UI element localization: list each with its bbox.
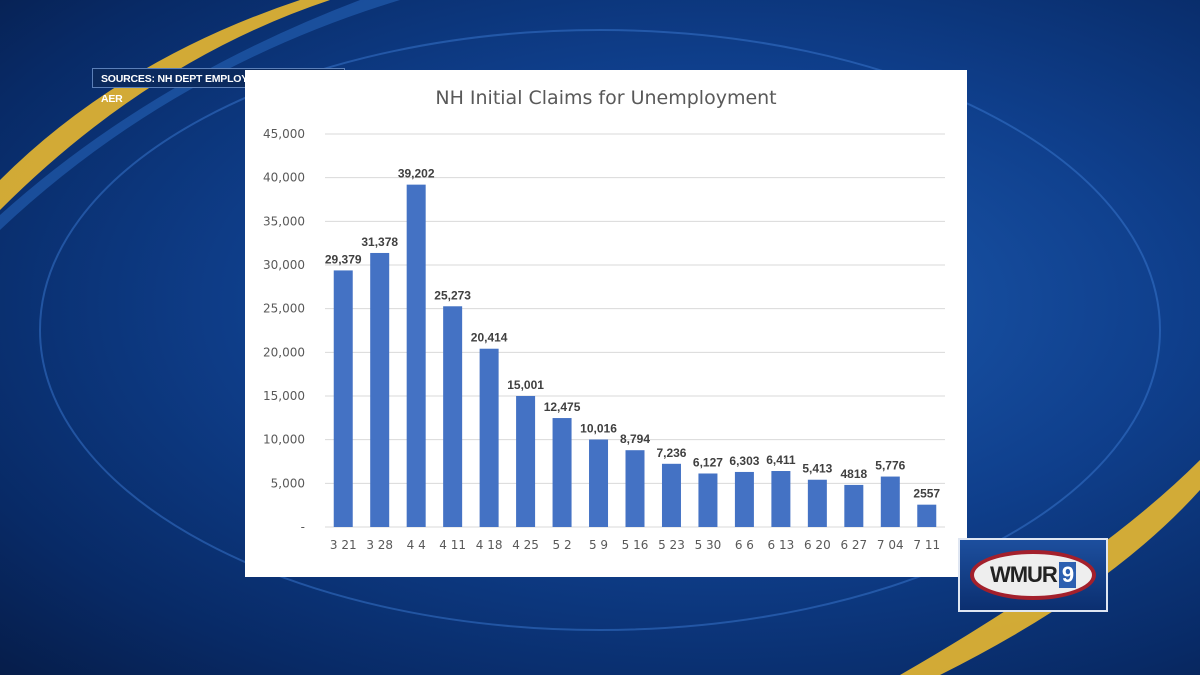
data-label: 7,236 (656, 446, 686, 460)
y-tick-label: 30,000 (263, 258, 305, 272)
x-tick-label: 4 25 (512, 538, 539, 552)
bar (406, 184, 426, 527)
bar (807, 479, 827, 527)
data-label: 6,411 (766, 453, 796, 467)
bar (479, 348, 499, 527)
x-tick-label: 6 27 (840, 538, 867, 552)
x-tick-label: 5 16 (622, 538, 649, 552)
bar (698, 473, 718, 527)
bar (516, 395, 536, 527)
bar (443, 306, 463, 527)
bar (552, 418, 572, 527)
y-tick-label: 10,000 (263, 433, 305, 447)
x-tick-label: 5 23 (658, 538, 685, 552)
bar (589, 439, 609, 527)
data-label: 25,273 (434, 288, 471, 302)
bar (734, 471, 754, 527)
bar (880, 476, 900, 527)
data-label: 31,378 (361, 235, 398, 249)
chart-panel: - 5,000 10,000 15,000 20,000 25,000 30,000 35,0… (245, 70, 967, 577)
y-tick-label: - (301, 520, 305, 534)
bar (370, 252, 390, 528)
x-tick-label: 5 30 (695, 538, 722, 552)
data-label: 10,016 (580, 422, 617, 436)
wmur-logo: WMUR 9 (958, 538, 1108, 612)
data-label: 39,202 (398, 167, 435, 181)
bar (333, 270, 353, 527)
data-label: 15,001 (507, 378, 544, 392)
x-tick-label: 3 28 (366, 538, 393, 552)
x-tick-label: 7 04 (877, 538, 904, 552)
data-label: 5,776 (875, 459, 905, 473)
x-tick-label: 6 20 (804, 538, 831, 552)
x-tick-label: 7 11 (913, 538, 940, 552)
y-tick-label: 45,000 (263, 127, 305, 141)
data-label: 8,794 (620, 432, 650, 446)
x-tick-label: 6 13 (768, 538, 795, 552)
y-tick-label: 20,000 (263, 345, 305, 359)
x-tick-label: 5 2 (553, 538, 572, 552)
bar (661, 463, 681, 527)
logo-number: 9 (1058, 562, 1077, 588)
data-label: 29,379 (325, 252, 362, 266)
x-tick-label: 4 11 (439, 538, 466, 552)
y-tick-label: 5,000 (271, 476, 305, 490)
data-label: 20,414 (471, 331, 508, 345)
data-label: 6,303 (729, 454, 759, 468)
bar-chart: - 5,000 10,000 15,000 20,000 25,000 30,000 35,0… (263, 127, 945, 552)
y-tick-label: 35,000 (263, 214, 305, 228)
y-tick-label: 15,000 (263, 389, 305, 403)
bar (844, 484, 864, 527)
x-tick-label: 5 9 (589, 538, 608, 552)
x-tick-label: 4 18 (476, 538, 503, 552)
data-label: 6,127 (693, 455, 723, 469)
bar (917, 504, 937, 527)
logo-text: WMUR (989, 562, 1058, 587)
y-tick-label: 40,000 (263, 171, 305, 185)
x-tick-label: 4 4 (407, 538, 426, 552)
y-tick-label: 25,000 (263, 302, 305, 316)
data-label: 2557 (913, 487, 940, 501)
data-label: 5,413 (802, 462, 832, 476)
data-label: 4818 (840, 467, 867, 481)
chart-title: NH Initial Claims for Unemployment (435, 87, 777, 109)
bar (771, 471, 791, 527)
bar (625, 450, 645, 527)
x-tick-label: 6 6 (735, 538, 754, 552)
data-label: 12,475 (544, 400, 581, 414)
x-tick-label: 3 21 (330, 538, 357, 552)
